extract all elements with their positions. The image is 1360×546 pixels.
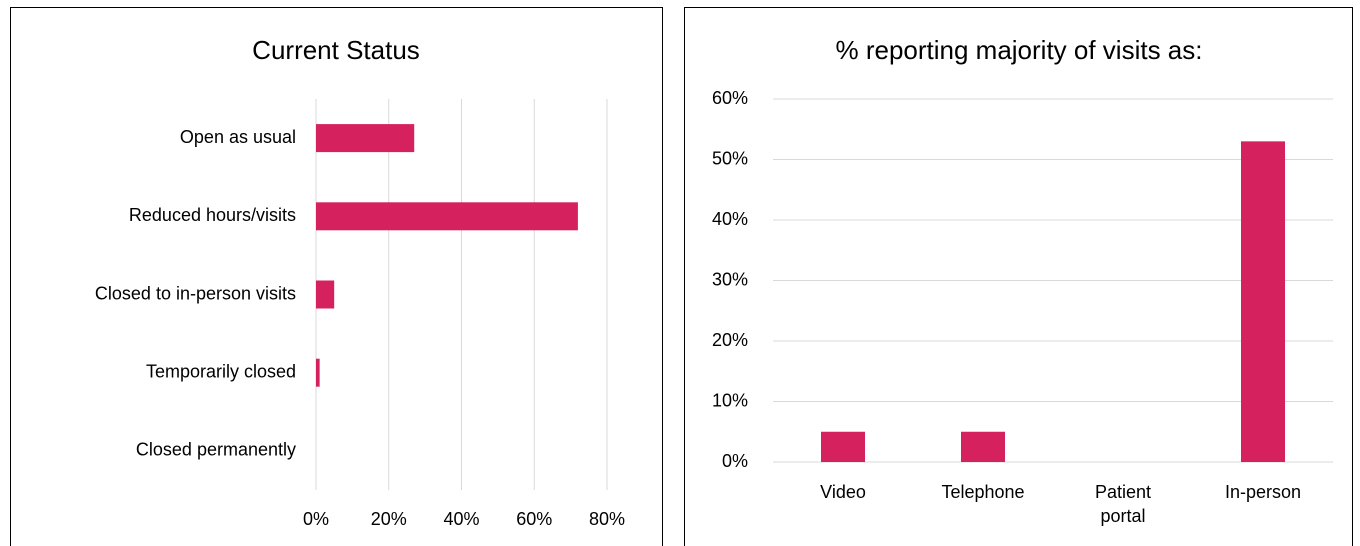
bar: [316, 202, 578, 231]
x-tick-label: 20%: [371, 509, 407, 529]
y-tick-label: 40%: [712, 209, 748, 229]
panel-border: [10, 7, 663, 546]
bar: [316, 358, 320, 387]
y-tick-label: Reduced hours/visits: [129, 205, 296, 225]
y-tick-label: 20%: [712, 330, 748, 350]
x-tick-label: Telephone: [941, 482, 1025, 502]
bar: [316, 280, 335, 309]
y-tick-label: Open as usual: [180, 127, 296, 147]
y-tick-label: 0%: [722, 451, 748, 471]
x-tick-label: 60%: [516, 509, 552, 529]
bar: [316, 124, 415, 153]
bar: [821, 431, 865, 462]
chart-title: Current Status: [252, 35, 420, 65]
x-tick-label: 0%: [303, 509, 329, 529]
x-tick-label: 80%: [589, 509, 625, 529]
chart-title: % reporting majority of visits as:: [835, 35, 1202, 65]
y-tick-label: 10%: [712, 390, 748, 410]
y-tick-label: 60%: [712, 88, 748, 108]
panel-border: [684, 7, 1353, 546]
y-tick-label: Closed permanently: [136, 440, 296, 460]
bar: [1241, 141, 1285, 462]
y-tick-label: Temporarily closed: [146, 361, 296, 381]
x-tick-label: Video: [820, 482, 866, 502]
y-tick-label: Closed to in-person visits: [95, 283, 296, 303]
bar: [961, 431, 1005, 462]
y-tick-label: 50%: [712, 148, 748, 168]
x-tick-label: Patient portal: [1094, 482, 1152, 526]
x-tick-label: 40%: [443, 509, 479, 529]
x-tick-label: In-person: [1224, 482, 1302, 502]
y-tick-label: 30%: [712, 269, 748, 289]
